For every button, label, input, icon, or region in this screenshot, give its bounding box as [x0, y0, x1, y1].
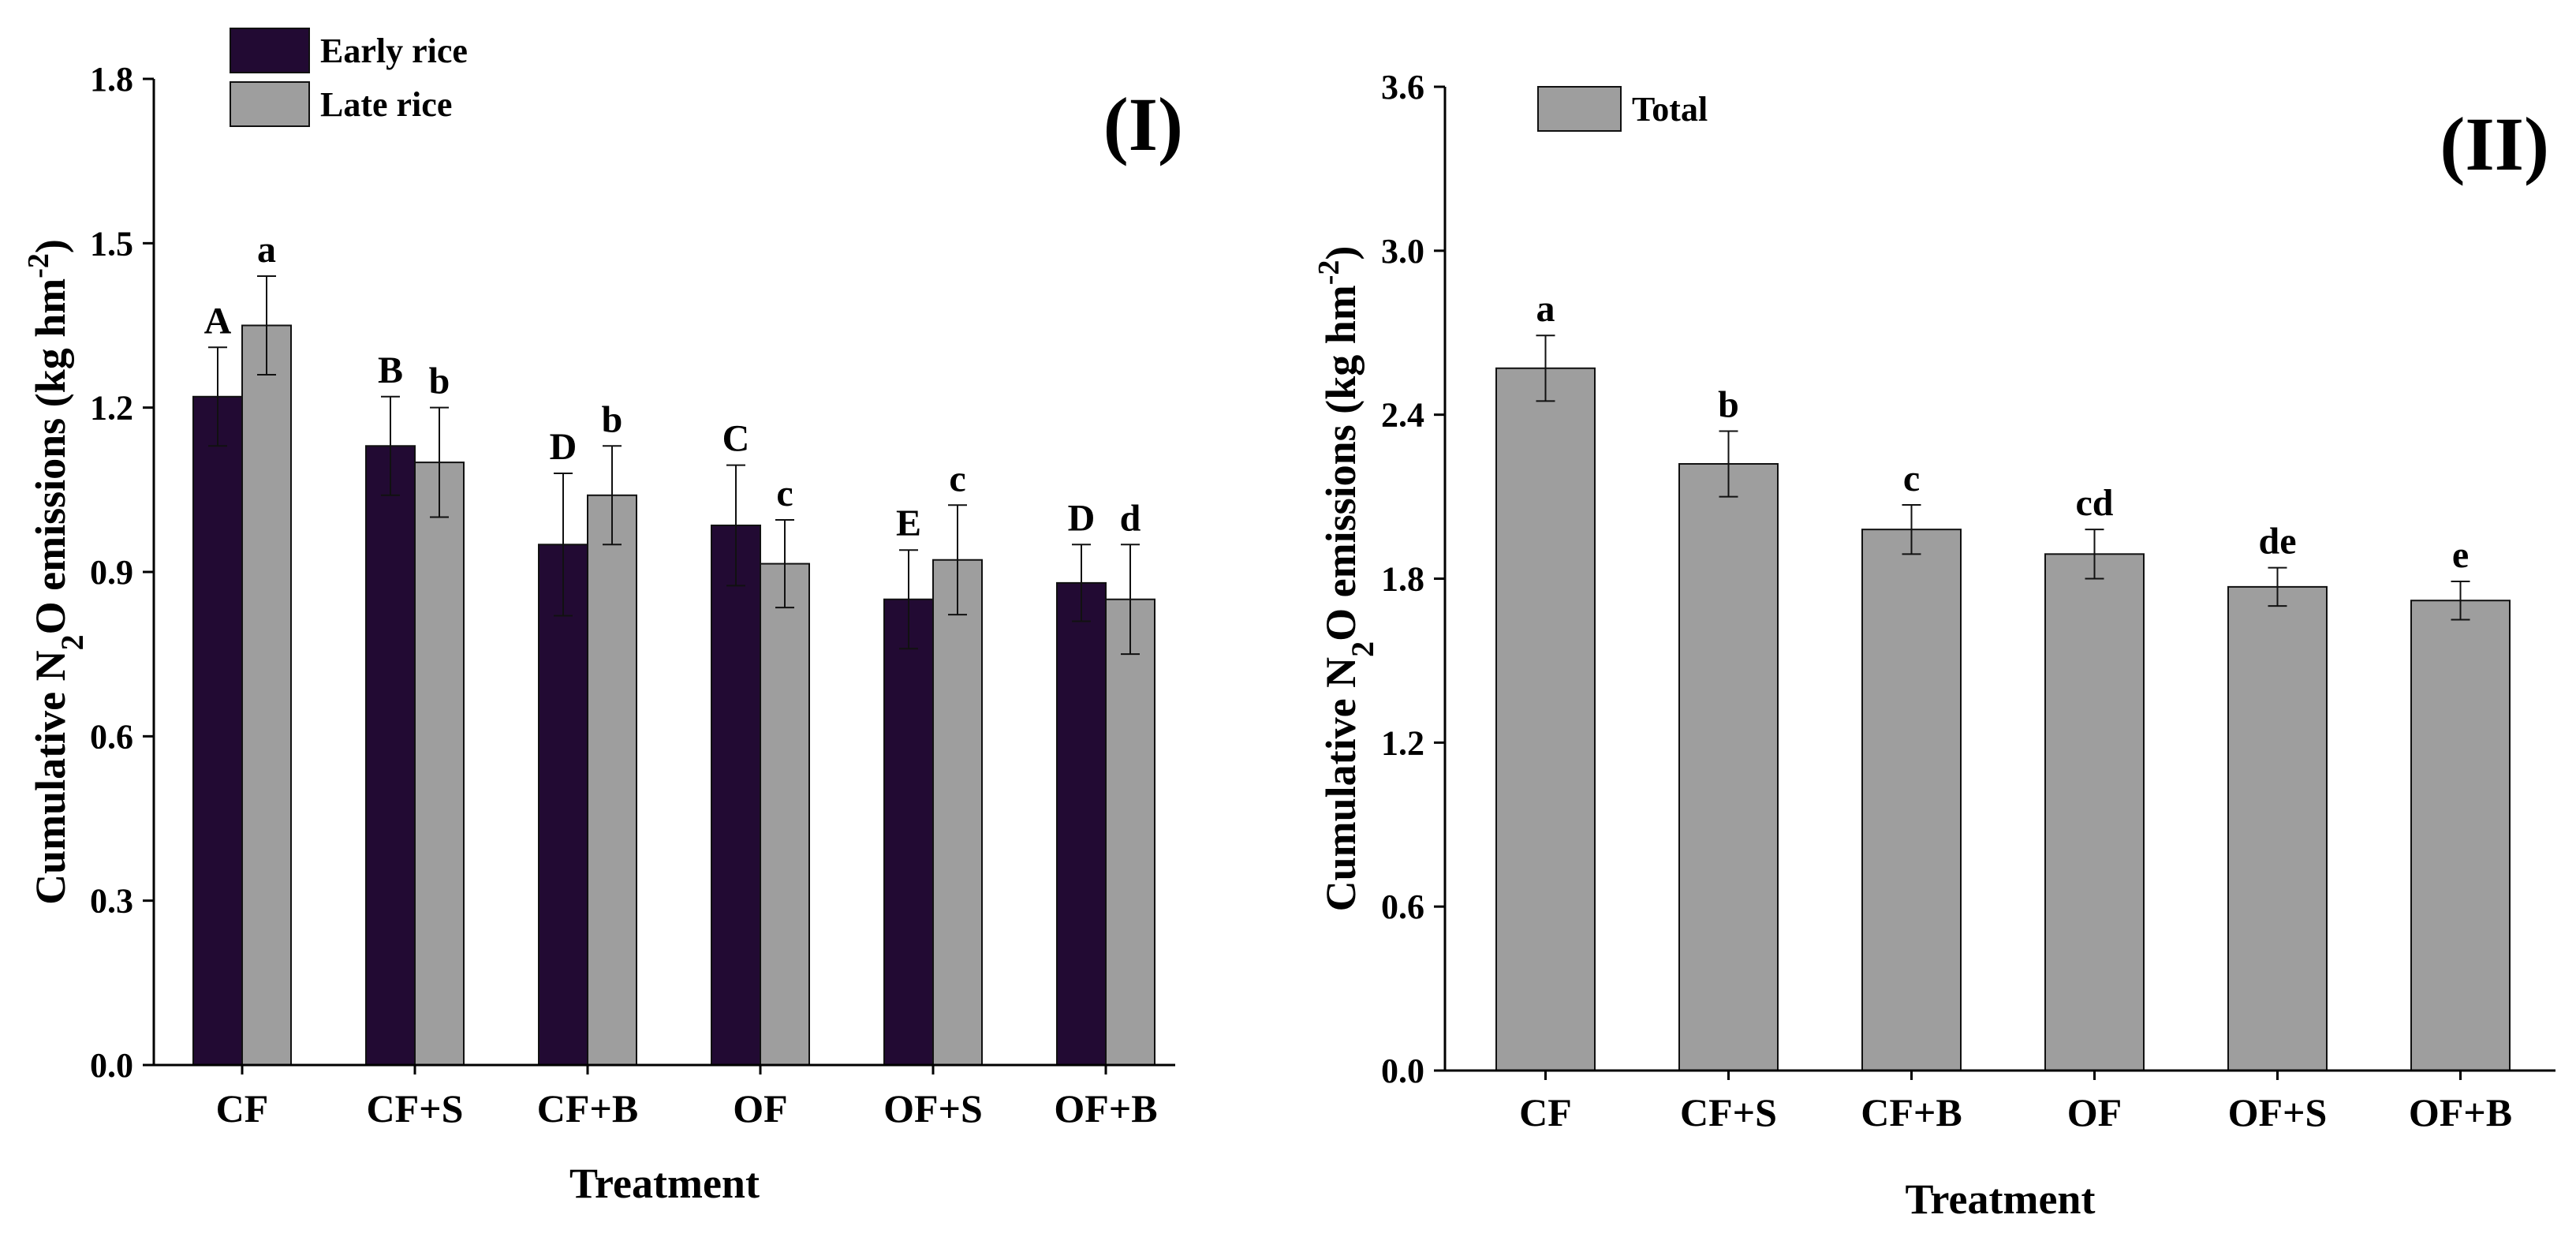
y-tick-label: 0.9	[90, 553, 133, 592]
significance-letter: B	[378, 349, 403, 391]
legend-swatch	[230, 81, 310, 127]
significance-letter: C	[722, 418, 750, 460]
x-ticks-panel-i: CF CF+S CF+B OF OF+S OF+B	[216, 1065, 1158, 1130]
x-tick-label: OF+S	[883, 1086, 983, 1130]
x-tick-label: CF+B	[1861, 1090, 1962, 1134]
bar	[414, 462, 465, 1066]
bar	[711, 524, 761, 1066]
y-tick-label: 1.2	[90, 389, 133, 428]
bar	[241, 324, 292, 1066]
error-bars-panel-ii	[1536, 334, 2470, 621]
y-axis-label-panel-ii: Cumulative N2O emissions (kg hm-2)	[1312, 246, 1380, 912]
significance-letter: a	[257, 229, 276, 271]
y-tick-label: 1.8	[1381, 560, 1424, 599]
y-tick-label: 0.3	[90, 882, 133, 921]
significance-letters-panel-ii: a b c cd de e	[1536, 288, 2470, 576]
significance-letter: D	[550, 426, 577, 468]
y-label-main: Cumulative N	[27, 650, 74, 905]
legend-label: Late rice	[320, 85, 452, 124]
y-tick-label: 3.0	[1381, 232, 1424, 271]
significance-letter: cd	[2076, 482, 2114, 524]
legend-swatch	[230, 28, 310, 73]
significance-letter: c	[776, 473, 793, 514]
error-bars-panel-i	[208, 275, 1140, 656]
y-label-subscript: 2	[54, 634, 90, 650]
bar	[1105, 598, 1155, 1066]
x-axis-label-panel-ii: Treatment	[1906, 1175, 2096, 1223]
bars-panel-ii	[1495, 367, 2511, 1071]
x-ticks-panel-ii: CF CF+S CF+B OF OF+S OF+B	[1519, 1071, 2512, 1134]
bar	[1495, 367, 1596, 1071]
significance-letter: d	[1120, 497, 1141, 539]
significance-letter: b	[429, 361, 450, 402]
x-tick-label: CF+S	[367, 1086, 464, 1130]
legend-panel-ii: Total	[1537, 86, 1708, 132]
y-tick-label: 1.2	[1381, 723, 1424, 762]
significance-letter: c	[949, 458, 965, 499]
x-tick-label: OF+S	[2228, 1090, 2328, 1134]
y-label-subscript: 2	[1345, 641, 1380, 657]
significance-letter: D	[1068, 497, 1096, 539]
y-tick-label: 2.4	[1381, 396, 1424, 435]
bars-panel-i	[192, 324, 1155, 1066]
significance-letter: b	[602, 398, 623, 440]
legend-panel-i: Early rice Late rice	[230, 28, 468, 127]
y-tick-label: 1.5	[90, 224, 133, 263]
bar	[1056, 581, 1107, 1066]
panel-ii: a b c cd de e 0.0 0.6 1.2 1.8 2.4 3.0 3.6 CF CF+S CF+…	[1312, 68, 2555, 1223]
y-tick-label: 0.6	[90, 717, 133, 756]
legend-label: Total	[1632, 90, 1708, 129]
y-label-superscript: -2	[1312, 260, 1346, 286]
bar	[2227, 585, 2328, 1071]
y-axis-label-panel-i: Cumulative N2O emissions (kg hm-2)	[22, 239, 90, 905]
bar	[1678, 463, 1779, 1071]
bar	[538, 544, 588, 1066]
bar	[760, 562, 810, 1066]
significance-letter: c	[1903, 458, 1920, 499]
bar	[365, 445, 416, 1066]
x-tick-label: OF	[733, 1086, 787, 1130]
significance-letter: de	[2259, 521, 2297, 562]
y-tick-label: 0.6	[1381, 888, 1424, 926]
y-tick-label: 1.8	[90, 60, 133, 99]
x-tick-label: CF	[216, 1086, 269, 1130]
x-tick-label: OF+B	[1054, 1086, 1157, 1130]
x-tick-label: CF+B	[537, 1086, 639, 1130]
y-label-middle: O emissions (kg hm	[1317, 285, 1365, 641]
x-tick-label: OF+B	[2409, 1090, 2512, 1134]
x-axis-label-panel-i: Treatment	[569, 1160, 760, 1207]
y-tick-label: 3.6	[1381, 68, 1424, 107]
y-label-superscript: -2	[22, 253, 55, 278]
bar	[1861, 529, 1962, 1071]
y-label-end: )	[1317, 246, 1365, 260]
bar	[883, 598, 934, 1066]
bar	[587, 494, 637, 1066]
bar	[192, 395, 243, 1066]
significance-letter: b	[1718, 383, 1739, 425]
bar	[2044, 553, 2145, 1071]
y-label-main: Cumulative N	[1317, 657, 1365, 912]
panel-label-i: (I)	[1103, 82, 1183, 166]
y-ticks-panel-i: 0.0 0.3 0.6 0.9 1.2 1.5 1.8	[90, 60, 154, 1085]
y-label-end: )	[27, 239, 74, 253]
y-label-middle: O emissions (kg hm	[27, 278, 74, 635]
y-tick-label: 0.0	[1381, 1052, 1424, 1090]
x-tick-label: OF	[2067, 1090, 2122, 1134]
x-tick-label: CF	[1519, 1090, 1572, 1134]
y-ticks-panel-ii: 0.0 0.6 1.2 1.8 2.4 3.0 3.6	[1381, 68, 1445, 1090]
x-tick-label: CF+S	[1680, 1090, 1777, 1134]
legend-swatch	[1537, 86, 1622, 132]
y-tick-label: 0.0	[90, 1046, 133, 1085]
bar	[2410, 600, 2511, 1071]
significance-letter: a	[1536, 288, 1555, 330]
bar	[932, 559, 983, 1066]
significance-letter: A	[204, 300, 232, 342]
panel-label-ii: (II)	[2440, 102, 2549, 186]
significance-letter: e	[2452, 534, 2469, 576]
legend-label: Early rice	[320, 32, 468, 70]
significance-letter: E	[896, 503, 921, 544]
